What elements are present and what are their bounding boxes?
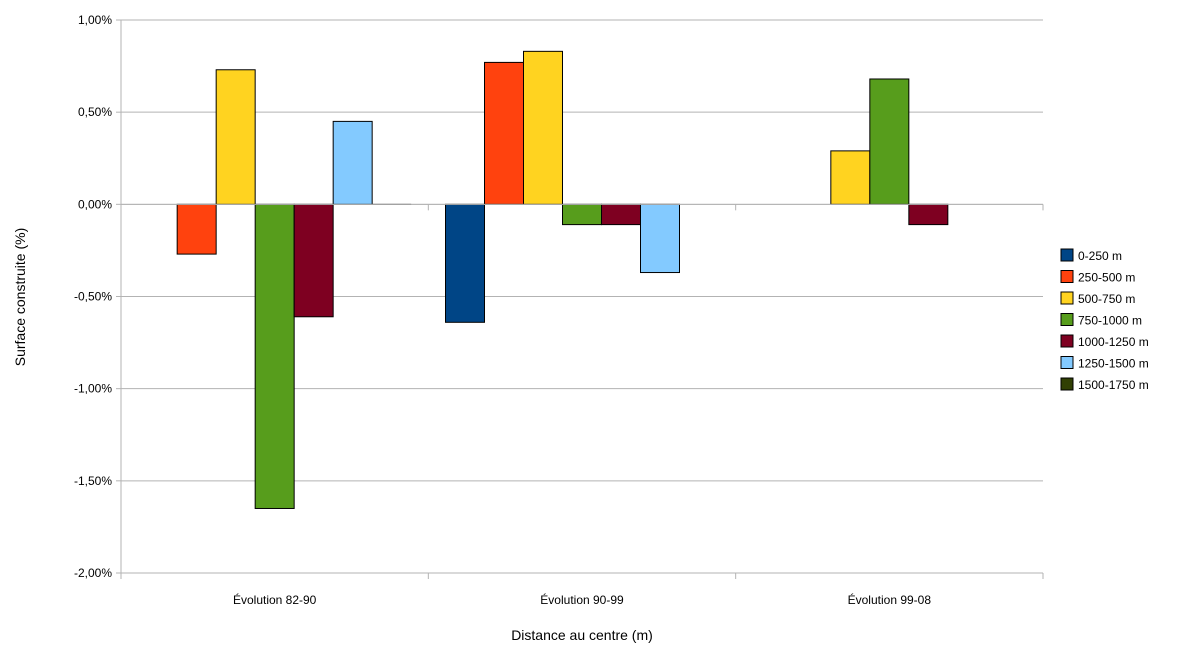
legend-swatch [1060, 270, 1074, 283]
legend-label: 1500-1750 m [1078, 378, 1149, 392]
bar [445, 203, 485, 323]
legend-label: 1000-1250 m [1078, 335, 1149, 349]
bar [293, 203, 334, 318]
axes [116, 19, 1044, 579]
legend-swatch [1060, 377, 1074, 391]
x-tick-label: Évolution 82-90 [233, 592, 317, 607]
bar [640, 203, 680, 274]
legend-swatch [1060, 248, 1074, 262]
y-tick-labels: 1,00% 0,50% 0,00% -0,50% -1,00% -1,50% -2,00% [74, 13, 112, 580]
legend-label: 0-250 m [1078, 249, 1122, 263]
legend-label: 750-1000 m [1078, 314, 1142, 328]
legend-label: 1250-1500 m [1078, 357, 1149, 371]
x-tick-label: Évolution 99-08 [848, 592, 932, 607]
bar [254, 203, 295, 509]
y-tick-label: -0,50% [74, 290, 112, 304]
bar [601, 203, 641, 226]
bar [484, 61, 524, 205]
bars [176, 50, 949, 509]
legend-label: 500-750 m [1078, 292, 1135, 306]
x-axis-title: Distance au centre (m) [511, 627, 653, 643]
bar [332, 120, 373, 205]
bar [908, 203, 949, 226]
legend-swatch [1060, 334, 1074, 348]
legend-swatch [1060, 313, 1074, 326]
y-tick-label: -2,00% [74, 566, 112, 580]
bar [215, 69, 256, 205]
legend-swatch [1060, 291, 1074, 305]
legend-swatch [1060, 356, 1074, 369]
y-tick-label: -1,00% [74, 382, 112, 396]
bar [562, 203, 602, 226]
bar [869, 78, 910, 205]
bar [830, 150, 871, 205]
y-tick-label: 0,00% [78, 197, 112, 211]
legend: 0-250 m 250-500 m 500-750 m 750-1000 m 1000-… [1060, 248, 1149, 392]
legend-label: 250-500 m [1078, 271, 1135, 285]
y-tick-label: 1,00% [78, 13, 112, 27]
x-tick-label: Évolution 90-99 [540, 592, 624, 607]
x-tick-labels: Évolution 82-90 Évolution 90-99 Évolution … [233, 592, 931, 607]
y-tick-label: 0,50% [78, 105, 112, 119]
y-axis-title: Surface construite (%) [12, 228, 28, 367]
bar [176, 203, 217, 255]
y-tick-label: -1,50% [74, 474, 112, 488]
bar [523, 50, 563, 205]
